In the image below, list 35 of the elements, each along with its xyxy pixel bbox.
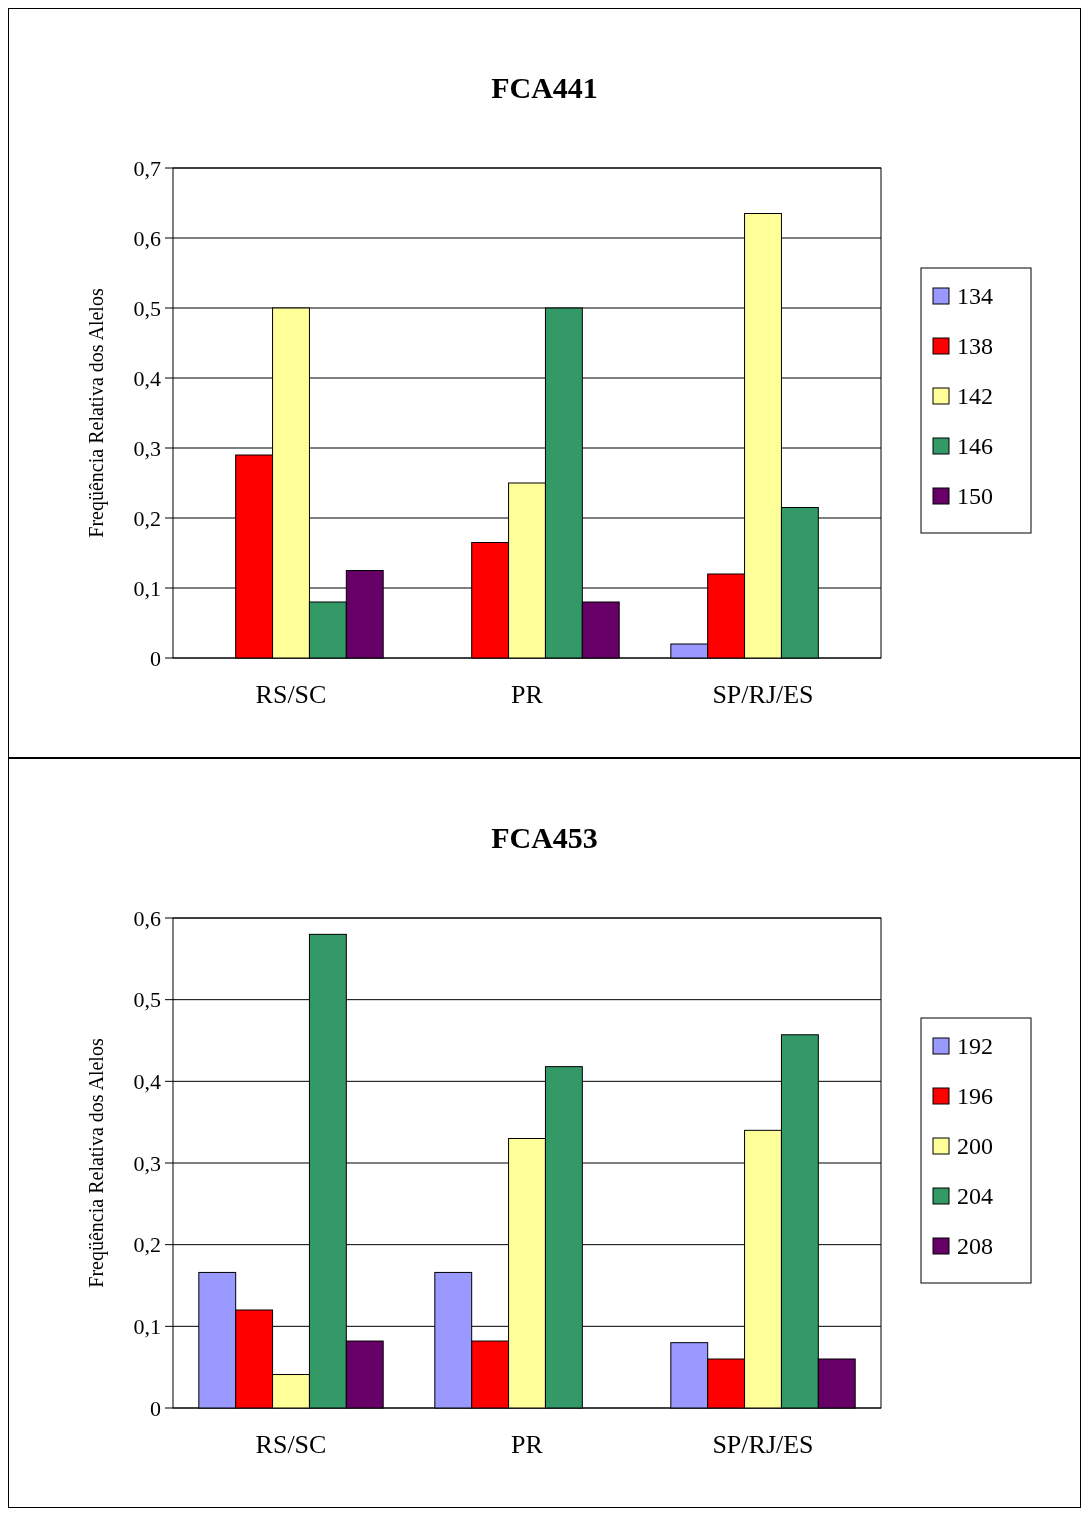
x-tick-label: SP/RJ/ES: [712, 1430, 814, 1459]
y-tick-label: 0,4: [133, 1069, 161, 1095]
y-tick-label: 0,1: [133, 575, 161, 601]
legend-label: 146: [957, 433, 993, 460]
y-tick-label: 0,5: [133, 295, 161, 321]
legend-label: 204: [957, 1183, 993, 1210]
y-tick-label: 0,3: [133, 435, 161, 461]
y-tick-label: 0,2: [133, 1232, 161, 1258]
y-axis-title: Freqüência Relativa dos Alelos: [85, 1038, 108, 1288]
y-tick-label: 0,6: [133, 905, 161, 931]
y-tick-label: 0,5: [133, 987, 161, 1013]
y-tick-label: 0,3: [133, 1150, 161, 1176]
legend-label: 142: [957, 383, 993, 410]
legend-label: 138: [957, 333, 993, 360]
x-tick-label: RS/SC: [255, 680, 327, 709]
x-tick-label: PR: [511, 1430, 544, 1459]
legend-label: 200: [957, 1133, 993, 1160]
x-tick-label: SP/RJ/ES: [712, 680, 814, 709]
y-tick-label: 0,6: [133, 225, 161, 251]
chart-title: FCA453: [491, 821, 598, 854]
legend-label: 150: [957, 483, 993, 510]
y-tick-label: 0,4: [133, 365, 161, 391]
chart-title: FCA441: [491, 71, 598, 104]
y-tick-label: 0,2: [133, 505, 161, 531]
y-tick-label: 0,1: [133, 1314, 161, 1340]
x-tick-label: PR: [511, 680, 544, 709]
legend-label: 134: [957, 283, 993, 310]
y-axis-title: Freqüência Relativa dos Alelos: [85, 288, 108, 538]
y-tick-label: 0: [150, 645, 161, 671]
legend-label: 196: [957, 1083, 993, 1110]
x-tick-label: RS/SC: [255, 1430, 327, 1459]
y-tick-label: 0: [150, 1395, 161, 1421]
legend-label: 192: [957, 1033, 993, 1060]
legend-label: 208: [957, 1233, 993, 1260]
y-tick-label: 0,7: [133, 155, 161, 181]
